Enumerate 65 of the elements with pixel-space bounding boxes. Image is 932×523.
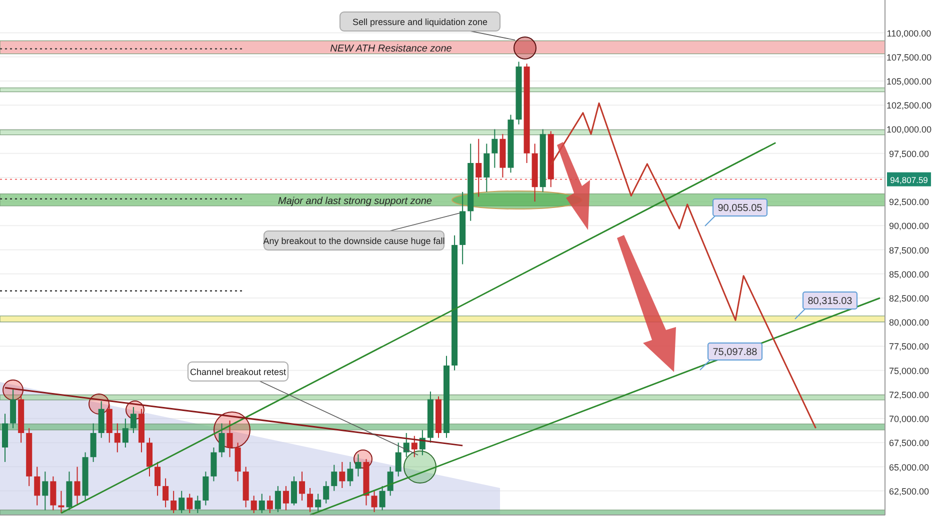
candlestick: [218, 422, 225, 458]
candlestick: [162, 478, 169, 508]
y-tick-label: 92,500.00: [888, 197, 930, 208]
annotation: 90,055.05: [718, 203, 763, 214]
candlestick: [154, 461, 161, 496]
y-tick-label: 102,500.00: [886, 100, 932, 111]
y-tick-label: 80,000.00: [888, 318, 930, 328]
candlestick: [379, 486, 386, 511]
y-tick-label: 97,500.00: [888, 148, 930, 159]
candlestick: [42, 471, 48, 511]
candlestick: [226, 420, 233, 458]
candlestick: [492, 128, 498, 168]
candlestick: [355, 454, 362, 477]
y-tick-label: 105,000.00: [886, 76, 932, 87]
candlestick: [290, 476, 298, 506]
band-label: NEW ATH Resistance zone: [330, 43, 452, 54]
candlestick: [323, 480, 330, 504]
candlestick: [339, 461, 346, 488]
annotation: 75,097.88: [712, 347, 758, 358]
candlestick: [194, 495, 201, 514]
y-tick-label: 65,000.00: [888, 462, 930, 472]
y-tick-label: 100,000.00: [886, 124, 932, 135]
y-tick-label: 72,500.00: [888, 390, 930, 400]
candlestick: [371, 490, 378, 513]
candlestick: [170, 490, 177, 514]
candlestick: [34, 466, 40, 506]
y-tick-label: 62,500.00: [888, 486, 930, 496]
candlestick: [403, 432, 410, 458]
y-tick-label: 85,000.00: [888, 269, 930, 280]
candlestick: [114, 422, 120, 453]
candlestick: [186, 493, 193, 514]
y-tick-label: 75,000.00: [888, 366, 930, 376]
candlestick: [411, 435, 418, 458]
candlestick: [274, 486, 281, 513]
candlestick: [476, 138, 482, 198]
candlestick: [282, 486, 289, 511]
candlestick: [315, 493, 322, 512]
candlestick: [58, 490, 64, 514]
candlestick: [250, 495, 257, 514]
y-tick-label: 90,000.00: [888, 221, 930, 232]
y-tick-label: 82,500.00: [888, 294, 930, 304]
ref-line-label: 94,807.59: [890, 174, 928, 185]
candlestick: [299, 471, 306, 502]
candlestick: [266, 495, 273, 514]
y-tick-label: 110,000.00: [886, 28, 932, 38]
y-tick-label: 87,500.00: [888, 245, 930, 256]
candlestick: [347, 461, 354, 487]
annotation: 80,315.03: [808, 296, 853, 307]
candlestick: [122, 418, 128, 448]
band-label: Major and last strong support zone: [278, 196, 432, 207]
y-tick-label: 67,500.00: [888, 438, 930, 448]
annotation: Sell pressure and liquidation zone: [352, 17, 488, 27]
candlestick: [395, 442, 402, 477]
candlestick: [258, 493, 265, 514]
y-tick-label: 77,500.00: [888, 342, 930, 352]
candlestick: [307, 487, 314, 513]
candlestick: [387, 466, 394, 496]
annotation: Channel breakout retest: [190, 367, 287, 377]
candlestick: [331, 464, 338, 492]
candlestick: [178, 490, 185, 514]
annotation: Any breakout to the downside cause huge fall: [263, 236, 445, 246]
candlestick: [130, 406, 136, 434]
y-tick-label: 107,500.00: [886, 52, 932, 62]
candlestick: [74, 466, 80, 506]
y-tick-label: 70,000.00: [888, 414, 930, 424]
